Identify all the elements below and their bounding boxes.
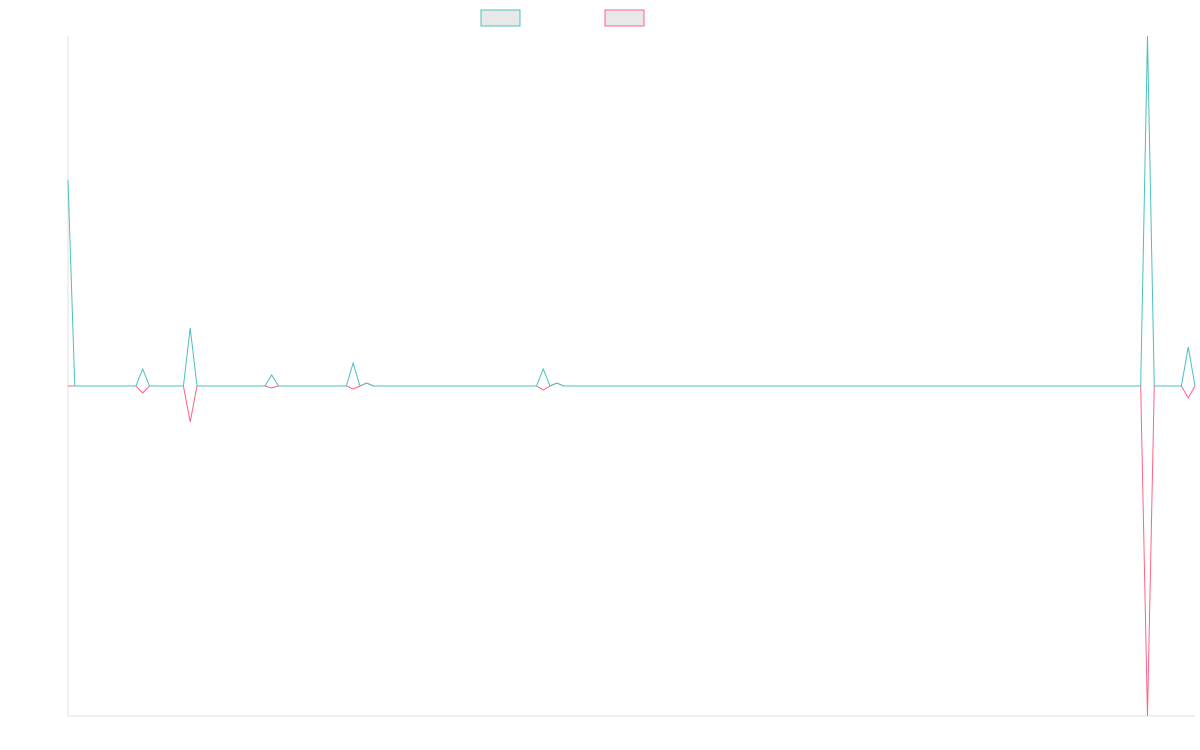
legend-swatch xyxy=(480,9,521,27)
line-series xyxy=(68,382,1196,717)
legend-swatch xyxy=(604,9,645,27)
line-series xyxy=(67,35,1196,387)
